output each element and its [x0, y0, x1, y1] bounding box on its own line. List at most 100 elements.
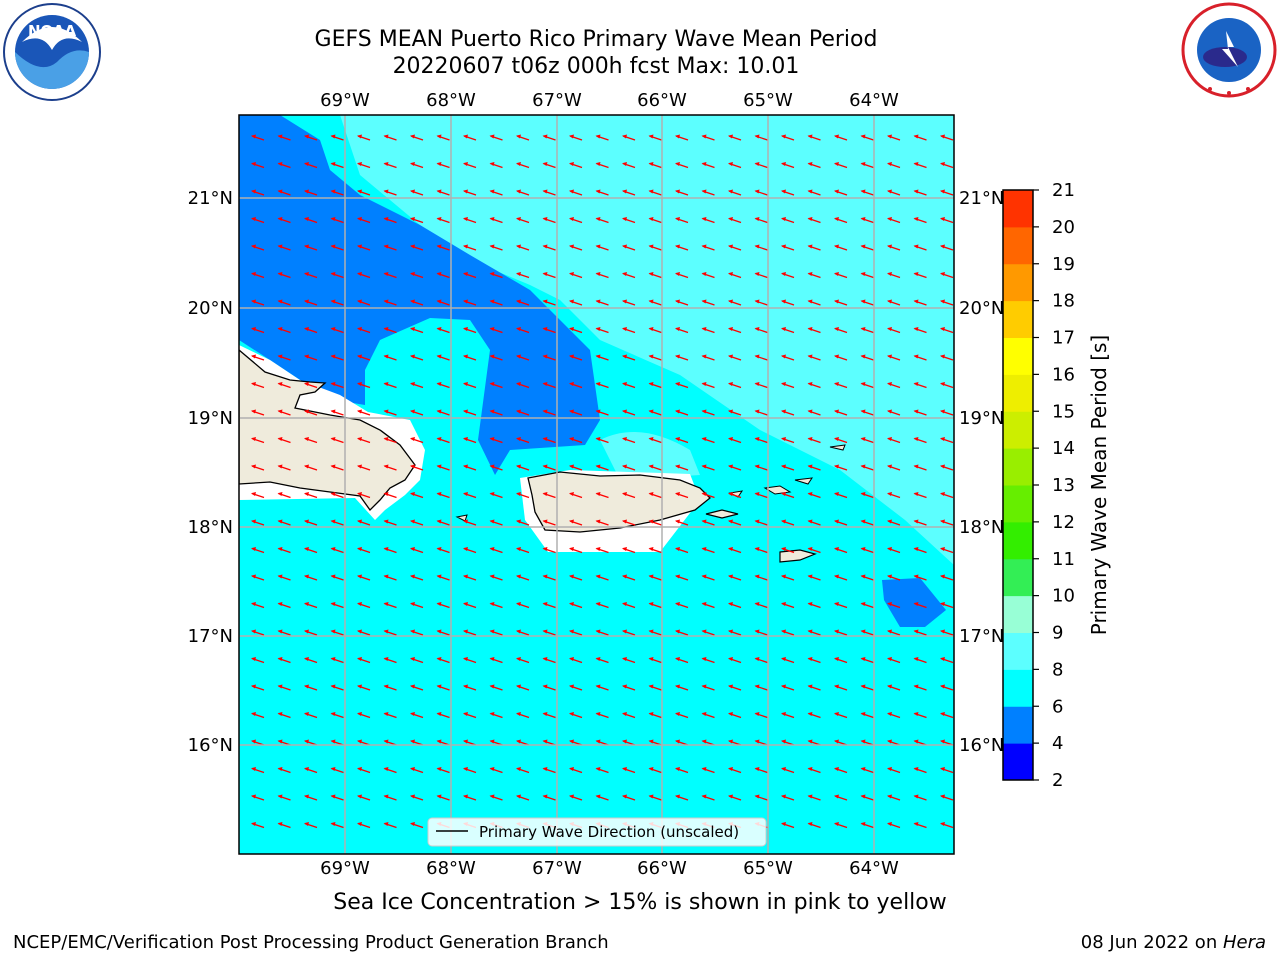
wave-arrow-head — [304, 464, 309, 469]
wave-arrow-head — [542, 739, 548, 744]
wave-arrow-head — [516, 134, 521, 139]
wave-arrow-head — [622, 712, 627, 716]
wave-arrow-head — [251, 409, 256, 414]
wave-arrow-head — [595, 794, 601, 799]
wave-arrow-head — [277, 602, 283, 606]
wave-arrow-head — [701, 574, 707, 579]
wave-arrow-head — [330, 519, 336, 524]
wave-arrow-head — [728, 464, 733, 469]
wave-arrow-head — [251, 712, 256, 716]
wave-arrow-head — [304, 492, 309, 496]
lon-label-bottom: 64°W — [849, 858, 899, 879]
wave-arrow-head — [277, 519, 283, 524]
wave-arrow-head — [463, 657, 468, 661]
wave-arrow-head — [701, 794, 707, 799]
wave-arrow-head — [701, 162, 707, 166]
wave-arrow-head — [940, 519, 945, 524]
wave-arrow-head — [569, 547, 574, 551]
wave-arrow-head — [701, 657, 707, 661]
colorbar-tick-label: 2 — [1052, 770, 1063, 791]
wave-arrow-head — [383, 189, 389, 194]
wave-arrow-head — [754, 794, 760, 799]
wave-arrow-head — [887, 189, 892, 194]
wave-arrow-head — [807, 519, 813, 524]
wave-arrow-head — [913, 602, 919, 606]
wave-arrow-head — [675, 272, 680, 276]
wave-arrow-head — [860, 354, 866, 359]
wave-arrow-head — [516, 299, 521, 304]
wave-arrow-head — [251, 299, 256, 304]
longitude-labels: 69°W 68°W 67°W 66°W 65°W 64°W 69°W 68°W … — [320, 90, 899, 879]
wave-arrow-head — [887, 767, 892, 771]
wave-arrow-head — [701, 519, 707, 524]
wave-arrow-head — [436, 712, 442, 716]
wave-arrow-head — [463, 217, 468, 221]
wave-arrow-head — [887, 602, 892, 606]
wave-arrow-head — [357, 712, 362, 716]
wave-arrow-head — [887, 492, 892, 496]
wave-arrow-head — [357, 354, 362, 359]
wave-arrow-head — [754, 354, 760, 359]
wave-arrow-head — [436, 327, 442, 331]
wave-arrow-head — [330, 739, 336, 744]
map-subtitle: 20220607 t06z 000h fcst Max: 10.01 — [392, 54, 800, 79]
lat-label-right: 17°N — [959, 626, 1004, 647]
wave-arrow-head — [251, 657, 256, 661]
wave-arrow-head — [251, 767, 256, 771]
wave-arrow-head — [304, 189, 309, 194]
wave-arrow-head — [304, 574, 309, 579]
wave-arrow-head — [357, 327, 362, 331]
wave-arrow-head — [648, 712, 654, 716]
wave-arrow-head — [410, 272, 415, 276]
wave-arrow-head — [913, 437, 919, 441]
wave-arrow-head — [542, 767, 548, 771]
wave-arrow-head — [860, 547, 866, 551]
wave-arrow-head — [383, 464, 389, 469]
wave-arrow-head — [330, 492, 336, 496]
wave-arrow-head — [940, 794, 945, 799]
wave-arrow-head — [330, 602, 336, 606]
lat-label-right: 16°N — [959, 735, 1004, 756]
wave-arrow-head — [383, 684, 389, 689]
wave-arrow-head — [277, 189, 283, 194]
wave-arrow-head — [330, 547, 336, 551]
wave-arrow-head — [516, 272, 521, 276]
colorbar-segment — [1003, 190, 1033, 228]
wave-arrow-head — [463, 437, 468, 441]
wave-arrow-head — [463, 272, 468, 276]
wave-arrow-head — [807, 574, 813, 579]
wave-arrow-head — [277, 657, 283, 661]
wave-arrow-head — [701, 272, 707, 276]
wave-arrow-head — [383, 547, 389, 551]
wave-arrow-head — [834, 547, 839, 551]
wave-arrow-head — [383, 492, 389, 496]
wave-arrow-head — [940, 134, 945, 139]
wave-arrow-head — [648, 629, 654, 634]
wave-arrow-head — [463, 794, 468, 799]
wave-arrow-head — [648, 327, 654, 331]
wave-arrow-head — [277, 767, 283, 771]
wave-arrow-head — [463, 629, 468, 634]
wave-arrow-head — [728, 574, 733, 579]
wave-arrow-head — [887, 794, 892, 799]
wave-arrow-head — [357, 409, 362, 414]
wave-arrow-head — [675, 492, 680, 496]
wave-arrow-head — [516, 162, 521, 166]
st-croix-island — [779, 549, 817, 563]
lat-label-left: 21°N — [188, 188, 233, 209]
wave-arrow-head — [304, 602, 309, 606]
wave-arrow-head — [701, 244, 707, 249]
wave-arrow-head — [701, 602, 707, 606]
wave-arrow-head — [489, 492, 495, 496]
wave-arrow-head — [569, 327, 574, 331]
wave-arrow-head — [887, 739, 892, 744]
wave-arrow-head — [436, 299, 442, 304]
wave-arrow-head — [728, 134, 733, 139]
wave-arrow-head — [436, 629, 442, 634]
wave-arrow-head — [887, 629, 892, 634]
wave-arrow-head — [701, 492, 707, 496]
wave-arrow-head — [834, 162, 839, 166]
wave-arrow-head — [860, 657, 866, 661]
wave-arrow-head — [754, 602, 760, 606]
wave-arrow-head — [834, 134, 839, 139]
